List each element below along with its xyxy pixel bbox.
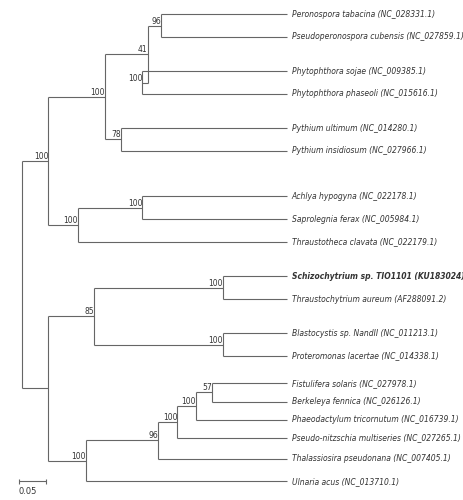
Text: Thraustochytrium aureum (AF288091.2): Thraustochytrium aureum (AF288091.2) xyxy=(291,294,445,304)
Text: 100: 100 xyxy=(34,152,48,161)
Text: 100: 100 xyxy=(128,199,142,208)
Text: Thalassiosira pseudonana (NC_007405.1): Thalassiosira pseudonana (NC_007405.1) xyxy=(291,454,450,463)
Text: 100: 100 xyxy=(63,216,78,225)
Text: Ulnaria acus (NC_013710.1): Ulnaria acus (NC_013710.1) xyxy=(291,477,398,486)
Text: Peronospora tabacina (NC_028331.1): Peronospora tabacina (NC_028331.1) xyxy=(291,10,434,18)
Text: 57: 57 xyxy=(202,384,212,392)
Text: Pythium ultimum (NC_014280.1): Pythium ultimum (NC_014280.1) xyxy=(291,124,416,132)
Text: 100: 100 xyxy=(181,397,195,406)
Text: Saprolegnia ferax (NC_005984.1): Saprolegnia ferax (NC_005984.1) xyxy=(291,215,418,224)
Text: Berkeleya fennica (NC_026126.1): Berkeleya fennica (NC_026126.1) xyxy=(291,397,419,406)
Text: Phaeodactylum tricornutum (NC_016739.1): Phaeodactylum tricornutum (NC_016739.1) xyxy=(291,416,457,424)
Text: Thraustotheca clavata (NC_022179.1): Thraustotheca clavata (NC_022179.1) xyxy=(291,238,436,246)
Text: Blastocystis sp. NandII (NC_011213.1): Blastocystis sp. NandII (NC_011213.1) xyxy=(291,328,437,338)
Text: 96: 96 xyxy=(151,16,161,26)
Text: 100: 100 xyxy=(90,88,105,97)
Text: Pythium insidiosum (NC_027966.1): Pythium insidiosum (NC_027966.1) xyxy=(291,146,425,156)
Text: 100: 100 xyxy=(163,413,177,422)
Text: 41: 41 xyxy=(138,45,147,54)
Text: 100: 100 xyxy=(208,278,222,287)
Text: 100: 100 xyxy=(128,74,142,82)
Text: 100: 100 xyxy=(71,452,86,461)
Text: Achlya hypogyna (NC_022178.1): Achlya hypogyna (NC_022178.1) xyxy=(291,192,416,201)
Text: Phytophthora sojae (NC_009385.1): Phytophthora sojae (NC_009385.1) xyxy=(291,66,425,76)
Text: Pseudo-nitzschia multiseries (NC_027265.1): Pseudo-nitzschia multiseries (NC_027265.… xyxy=(291,434,459,442)
Text: 78: 78 xyxy=(111,130,121,140)
Text: Fistulifera solaris (NC_027978.1): Fistulifera solaris (NC_027978.1) xyxy=(291,379,415,388)
Text: Schizochytrium sp. TIO1101 (KU183024): Schizochytrium sp. TIO1101 (KU183024) xyxy=(291,272,463,280)
Text: Proteromonas lacertae (NC_014338.1): Proteromonas lacertae (NC_014338.1) xyxy=(291,352,438,360)
Text: 96: 96 xyxy=(148,432,158,440)
Text: Pseudoperonospora cubensis (NC_027859.1): Pseudoperonospora cubensis (NC_027859.1) xyxy=(291,32,463,42)
Text: 85: 85 xyxy=(84,307,94,316)
Text: 0.05: 0.05 xyxy=(19,487,37,496)
Text: 100: 100 xyxy=(208,336,222,344)
Text: Phytophthora phaseoli (NC_015616.1): Phytophthora phaseoli (NC_015616.1) xyxy=(291,90,437,98)
